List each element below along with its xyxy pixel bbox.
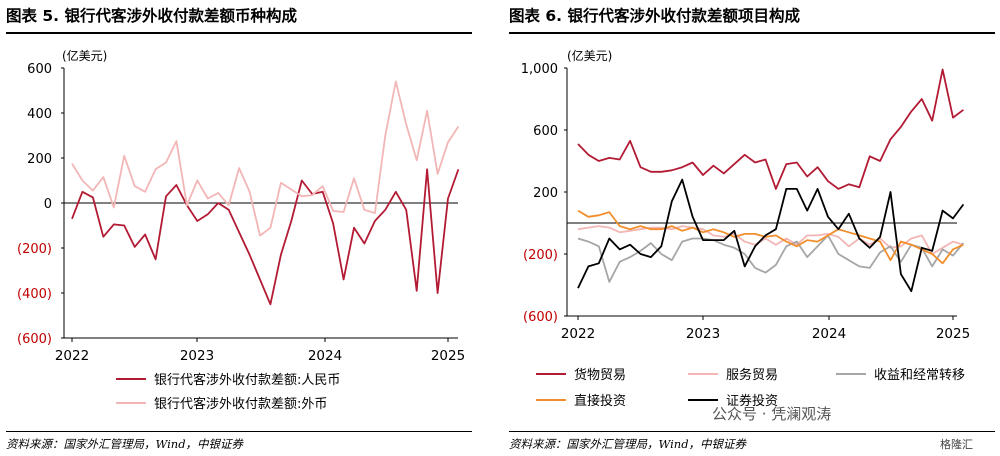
series-line-证券投资 [577, 178, 965, 293]
series-line-直接投资 [577, 209, 964, 265]
watermark-text: 公众号 · 凭澜观涛 [712, 405, 832, 423]
left-title-rule [6, 32, 472, 34]
y-tick-label: 400 [27, 107, 52, 122]
legend-label: 银行代客涉外收付款差额:人民币 [154, 372, 340, 388]
y-unit-label-1: (亿美元) [567, 48, 612, 63]
legend-label: 收益和经常转移 [874, 368, 965, 383]
y-tick-label: (400) [17, 287, 52, 302]
right-source-rule [509, 431, 995, 432]
legend-label: 直接投资 [574, 393, 626, 409]
x-tick-label: 2025 [431, 348, 465, 364]
y-tick-label: (600) [523, 310, 558, 325]
x-tick-label: 2023 [686, 326, 720, 342]
y-tick-label: (200) [523, 248, 558, 263]
series-line-货物贸易 [577, 68, 964, 190]
x-tick-label: 2023 [180, 348, 214, 364]
series-line-服务贸易 [577, 225, 964, 255]
left-source-rule [6, 431, 472, 432]
x-tick-label: 2024 [812, 326, 846, 342]
legend-label: 服务贸易 [726, 367, 778, 383]
y-tick-label: 600 [27, 62, 52, 77]
series-line-银行代客涉外收付款差额:人民币 [71, 168, 460, 306]
legend-label: 货物贸易 [574, 367, 626, 383]
x-tick-label: 2022 [55, 348, 89, 364]
y-tick-label: 200 [533, 186, 558, 201]
series-line-银行代客涉外收付款差额:外币 [71, 80, 460, 237]
y-tick-label: 200 [27, 152, 52, 167]
y-tick-label: 600 [533, 124, 558, 139]
left-chart-title: 图表 5. 银行代客涉外收付款差额币种构成 [6, 7, 297, 25]
y-unit-label-0: (亿美元) [62, 48, 107, 63]
y-tick-label: (200) [17, 242, 52, 257]
x-tick-label: 2025 [936, 326, 970, 342]
right-chart-title: 图表 6. 银行代客涉外收付款差额项目构成 [509, 7, 800, 25]
x-tick-label: 2024 [308, 348, 342, 364]
x-tick-label: 2022 [561, 326, 595, 342]
logo-text: 格隆汇 [940, 438, 973, 451]
y-tick-label: (600) [17, 332, 52, 347]
right-source-note: 资料来源：国家外汇管理局，Wind，中银证券 [509, 437, 747, 451]
legend-label: 银行代客涉外收付款差额:外币 [154, 396, 327, 412]
y-tick-label: 1,000 [521, 62, 558, 77]
right-title-rule [509, 32, 995, 34]
left-source-note: 资料来源：国家外汇管理局，Wind，中银证券 [6, 437, 244, 451]
y-tick-label: 0 [44, 197, 52, 212]
legend-label: 证券投资 [726, 393, 778, 409]
